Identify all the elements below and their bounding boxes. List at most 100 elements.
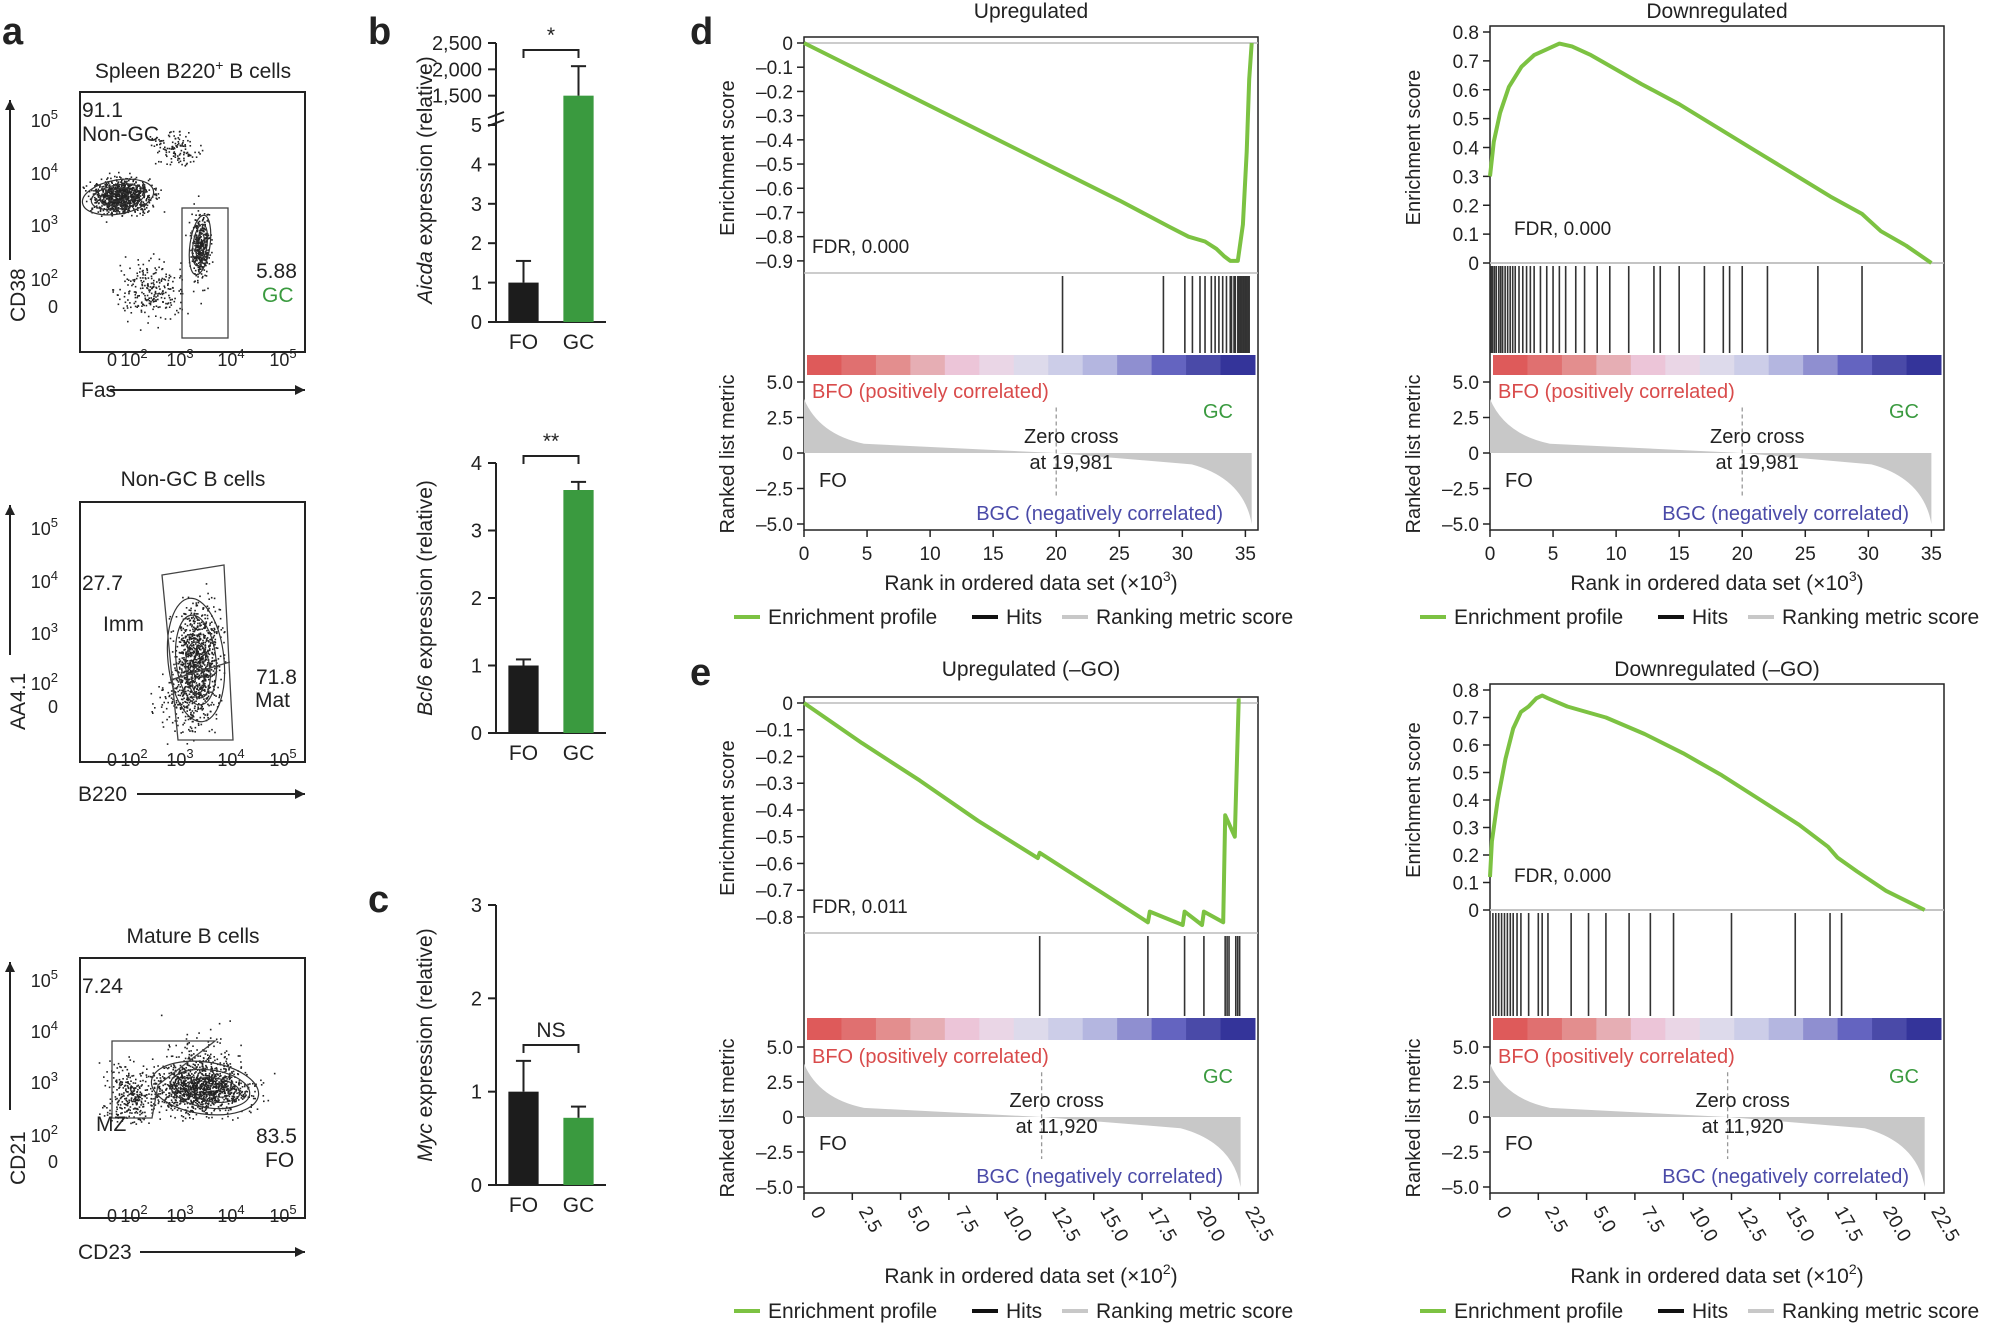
flow-event — [199, 716, 202, 719]
flow-event — [131, 1112, 133, 1114]
flow-event — [164, 696, 167, 698]
flow-event — [180, 629, 183, 632]
flow-event — [188, 678, 190, 681]
y-tick-label: 2.5 — [767, 409, 793, 430]
flow-event — [130, 198, 133, 201]
flow-event — [128, 292, 130, 295]
flow-event — [192, 665, 194, 668]
flow-event — [219, 1073, 221, 1075]
flow-event — [205, 676, 208, 678]
flow-event — [184, 659, 186, 661]
flow-event — [197, 1081, 200, 1083]
flow-frame — [79, 91, 306, 353]
flow-event — [177, 1091, 179, 1093]
flow-event — [201, 661, 204, 663]
flow-event — [208, 646, 210, 648]
flow-event — [175, 701, 178, 704]
flow-event — [130, 194, 133, 196]
flow-event — [227, 1092, 229, 1094]
flow-event — [152, 301, 155, 303]
flow-event — [141, 208, 143, 210]
flow-event — [116, 1097, 118, 1100]
y-tick-label: 2.5 — [767, 1073, 793, 1094]
flow-event — [203, 694, 205, 696]
flow-event — [208, 1057, 210, 1059]
flow-event — [198, 682, 201, 685]
flow-event — [174, 297, 176, 300]
flow-event — [187, 686, 189, 688]
flow-event — [210, 633, 213, 635]
flow-event — [202, 707, 204, 710]
flow-event — [199, 633, 201, 635]
flow-event — [230, 1097, 233, 1100]
flow-event — [195, 1071, 197, 1073]
flow-event — [163, 1067, 165, 1069]
flow-event — [187, 641, 190, 643]
flow-event — [121, 193, 124, 195]
flow-event — [224, 1071, 226, 1073]
flow-event — [219, 1042, 221, 1044]
flow-event — [136, 306, 138, 308]
flow-event — [210, 638, 212, 641]
bgc-label: BGC (negatively correlated) — [1662, 503, 1909, 525]
flow-event — [196, 242, 198, 244]
flow-event — [173, 277, 176, 279]
flow-event — [175, 1075, 177, 1078]
flow-event — [186, 1033, 189, 1036]
flow-event — [128, 201, 131, 204]
flow-event — [206, 614, 209, 617]
flow-event — [120, 1096, 122, 1099]
flow-event — [173, 1091, 175, 1093]
flow-event — [126, 198, 128, 201]
flow-event — [189, 1065, 192, 1068]
ranking-metric-area — [804, 399, 1252, 524]
flow-event — [183, 692, 185, 695]
flow-event — [211, 657, 214, 659]
flow-event — [206, 1084, 209, 1087]
flow-event — [179, 1102, 182, 1104]
flow-event — [228, 1069, 230, 1071]
flow-event — [190, 1078, 192, 1081]
flow-event — [230, 1088, 233, 1090]
flow-event — [212, 670, 215, 672]
flow-event — [190, 1099, 192, 1102]
flow-event — [183, 663, 185, 666]
flow-event — [192, 160, 195, 163]
flow-event — [170, 148, 173, 150]
flow-event — [179, 1064, 182, 1067]
flow-event — [224, 1068, 227, 1070]
flow-event — [106, 178, 108, 181]
flow-event — [179, 1088, 182, 1090]
flow-event — [197, 622, 199, 625]
flow-event — [232, 1119, 234, 1121]
flow-event — [108, 205, 111, 207]
flow-event — [127, 209, 130, 211]
flow-event — [130, 280, 132, 282]
flow-event — [204, 700, 206, 702]
flow-event — [161, 1089, 163, 1092]
flow-event — [113, 1071, 115, 1073]
y-axis-label: Myc expression (relative) — [414, 928, 437, 1161]
flow-event — [204, 624, 206, 626]
flow-event — [163, 1091, 165, 1093]
flow-event — [195, 661, 197, 664]
panel-letter-c: c — [368, 879, 389, 921]
flow-event — [224, 1056, 226, 1058]
flow-event — [230, 1079, 233, 1082]
flow-event — [196, 710, 198, 713]
flow-event — [110, 195, 113, 198]
flow-event — [173, 1073, 176, 1075]
flow-event — [155, 194, 158, 197]
flow-event — [177, 694, 180, 696]
flow-event — [207, 1093, 209, 1096]
y-tick-label: 0 — [471, 1175, 482, 1197]
flow-event — [175, 687, 178, 690]
gsea-title: Downregulated — [1646, 0, 1787, 23]
flow-event — [189, 1070, 192, 1073]
flow-event — [124, 256, 127, 258]
flow-event — [133, 1087, 135, 1089]
flow-event — [260, 1084, 263, 1086]
flow-event — [135, 1123, 138, 1125]
flow-event — [129, 1112, 131, 1114]
flow-event — [171, 1085, 174, 1088]
